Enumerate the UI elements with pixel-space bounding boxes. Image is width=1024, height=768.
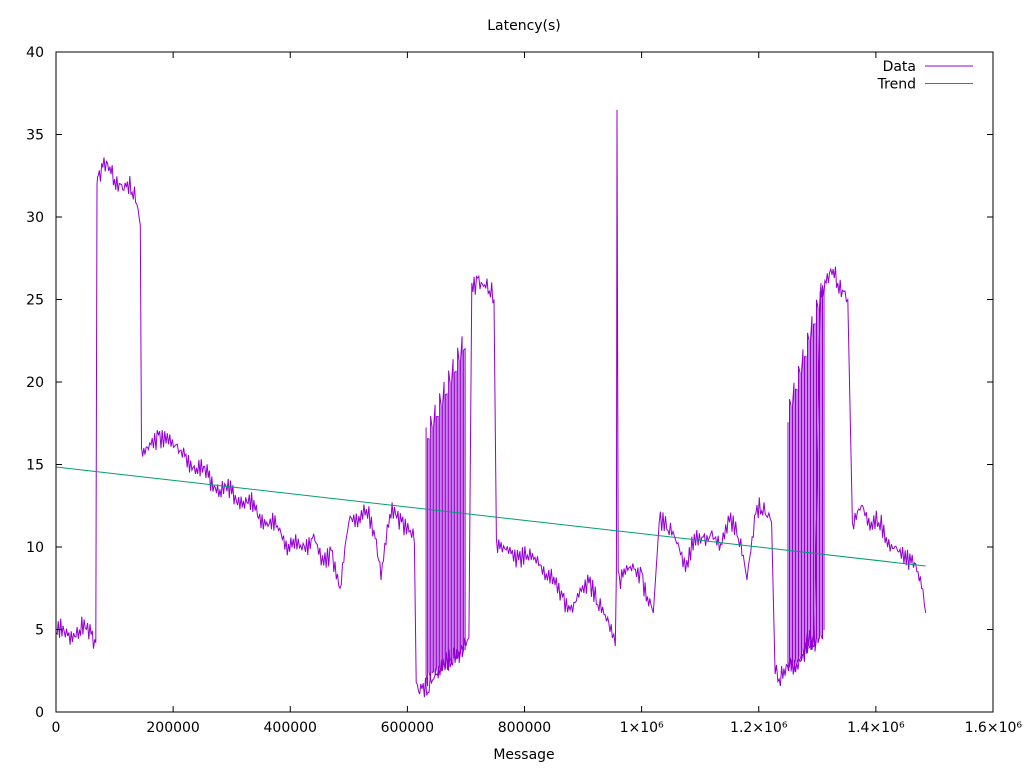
legend-label-data: Data	[883, 59, 916, 75]
tick-layer: 0 200000 400000 600000 800000 1×10⁶ 1.2×10⁶ 1.4…	[26, 45, 1022, 736]
legend: Data Trend	[877, 59, 973, 93]
x-tick-label: 1.4×10⁶	[847, 720, 905, 736]
series-line-trend	[55, 466, 926, 567]
y-tick-label: 40	[26, 45, 44, 61]
x-tick-label: 1×10⁶	[620, 720, 664, 736]
x-tick-label: 0	[52, 720, 61, 736]
x-tick-label: 1.2×10⁶	[730, 720, 788, 736]
x-tick-label: 1.6×10⁶	[965, 720, 1023, 736]
x-tick-label: 200000	[146, 720, 199, 736]
data-oscillation-band	[787, 283, 825, 672]
x-tick-label: 400000	[264, 720, 317, 736]
legend-label-trend: Trend	[877, 77, 916, 93]
x-axis-label: Message	[493, 747, 554, 763]
series-layer	[55, 109, 927, 698]
x-tick-label: 600000	[381, 720, 434, 736]
y-tick-label: 0	[35, 705, 44, 721]
series-line-data	[55, 109, 927, 698]
data-oscillation-band	[425, 336, 466, 687]
chart-title: Latency(s)	[487, 18, 561, 34]
y-tick-label: 20	[26, 375, 44, 391]
x-tick-label: 800000	[498, 720, 551, 736]
plot-border	[55, 51, 994, 713]
y-tick-label: 5	[35, 623, 44, 639]
y-tick-label: 30	[26, 210, 44, 226]
y-tick-label: 25	[26, 293, 44, 309]
plot-area: 0 200000 400000 600000 800000 1×10⁶ 1.2×10⁶ 1.4…	[26, 45, 1022, 736]
data-band-layer	[425, 283, 825, 687]
y-tick-label: 10	[26, 540, 44, 556]
y-tick-label: 35	[26, 128, 44, 144]
y-tick-label: 15	[26, 458, 44, 474]
